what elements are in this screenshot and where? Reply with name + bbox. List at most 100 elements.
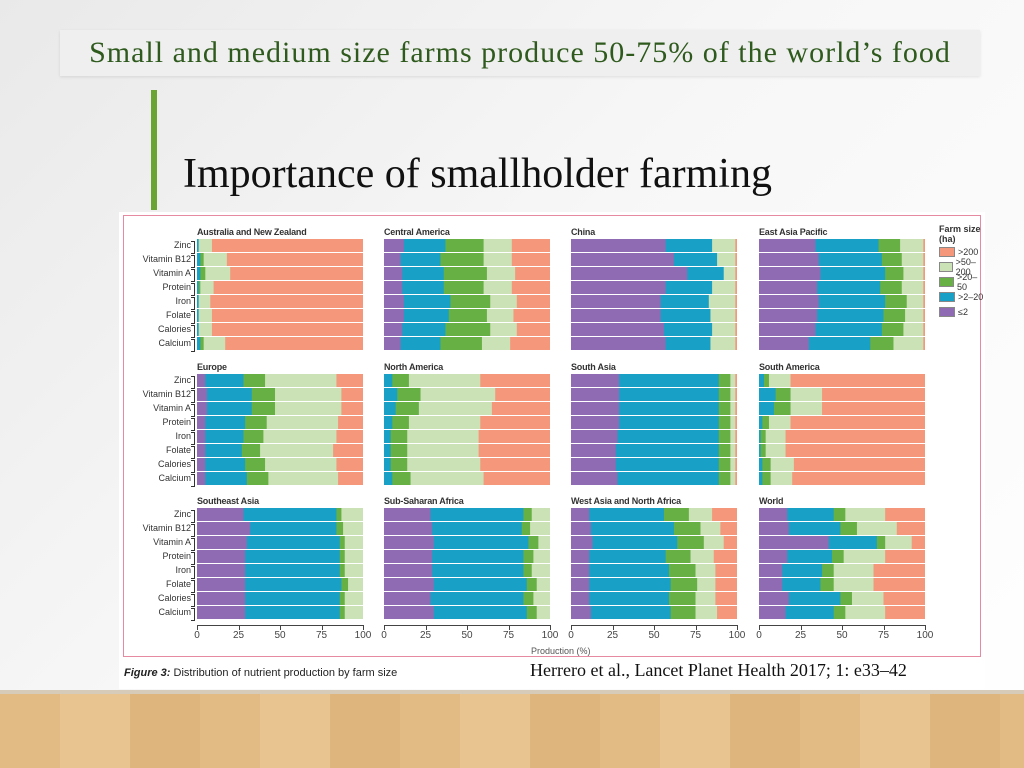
bar-segment-zinc <box>197 374 206 387</box>
legend-item: >200 <box>939 244 985 259</box>
bar-segment-folate <box>883 309 906 322</box>
bar-segment-zinc <box>790 374 925 387</box>
bar-segment-protein <box>880 281 903 294</box>
bar-segment-vitamin-b12 <box>384 522 433 535</box>
tick-label: 25 <box>794 630 807 641</box>
bar-segment-vitamin-a <box>251 402 276 415</box>
bar-segment-protein <box>408 416 481 429</box>
bar-segment-vitamin-b12 <box>197 253 201 266</box>
chart-panel: Europe <box>197 362 365 502</box>
chart-panel: East Asia Pacific <box>759 227 927 367</box>
bar-segment-iron <box>589 564 670 577</box>
bar-segment-calories <box>211 323 363 336</box>
bar-segment-zinc <box>571 239 667 252</box>
bar-segment-calories <box>407 458 481 471</box>
tick-mark <box>508 625 510 630</box>
bar-segment-protein <box>511 281 550 294</box>
bar-segment-protein <box>213 281 363 294</box>
bar-segment-calcium <box>759 337 810 350</box>
row-bracket <box>191 594 195 607</box>
bar-segment-folate <box>759 444 762 457</box>
row-bracket <box>191 376 195 389</box>
tick-label: 0 <box>756 630 762 641</box>
caption-text: Distribution of nutrient production by f… <box>173 667 398 679</box>
row-bracket <box>191 552 195 565</box>
tick-label: 25 <box>606 630 619 641</box>
bar-segment-zinc <box>523 508 533 521</box>
row-bracket <box>191 580 195 593</box>
bar-segment-protein <box>200 281 215 294</box>
bar-segment-calcium <box>510 337 550 350</box>
chart-panel: Southeast Asia <box>197 496 365 636</box>
bar-segment-calcium <box>617 472 720 485</box>
bar-segment-calories <box>490 323 518 336</box>
stacked-bar-plot <box>197 239 363 350</box>
bar-segment-calories <box>480 458 550 471</box>
row-label: Calories <box>157 459 191 469</box>
chart-panel: North America <box>384 362 552 502</box>
bar-segment-calories <box>759 592 790 605</box>
bar-segment-calcium <box>339 606 346 619</box>
bar-segment-calcium <box>200 337 205 350</box>
bar-segment-calories <box>265 458 337 471</box>
bar-segment-iron <box>197 295 200 308</box>
row-label: Folate <box>165 445 191 455</box>
bar-segment-vitamin-a <box>759 267 821 280</box>
bar-segment-iron <box>571 564 590 577</box>
stacked-bar-plot <box>197 374 363 485</box>
tick-label: 75 <box>689 630 702 641</box>
bar-segment-vitamin-a <box>515 267 550 280</box>
bar-segment-iron <box>571 295 662 308</box>
bar-segment-protein <box>712 281 736 294</box>
bar-segment-vitamin-b12 <box>759 388 777 401</box>
bar-segment-iron <box>873 564 925 577</box>
bar-segment-calories <box>516 323 550 336</box>
panel-title: West Asia and North Africa <box>571 496 681 506</box>
bar-segment-vitamin-a <box>230 267 363 280</box>
bar-segment-vitamin-a <box>384 536 435 549</box>
stacked-bar-plot <box>384 239 550 350</box>
chart-panel: Central America <box>384 227 552 367</box>
bar-segment-vitamin-b12 <box>203 253 228 266</box>
bar-segment-vitamin-b12 <box>226 253 363 266</box>
bar-segment-zinc <box>511 239 550 252</box>
bar-segment-folate <box>384 578 435 591</box>
bar-segment-calcium <box>536 606 550 619</box>
bar-segment-vitamin-a <box>735 402 737 415</box>
slide-title: Importance of smallholder farming <box>183 151 772 197</box>
bar-segment-calcium <box>735 472 737 485</box>
bar-segment-zinc <box>265 374 337 387</box>
stacked-bar-plot <box>571 508 737 619</box>
legend-item: ≤2 <box>939 304 985 319</box>
row-bracket <box>191 283 195 296</box>
bar-segment-zinc <box>787 508 835 521</box>
bar-segment-calories <box>851 592 884 605</box>
tick-mark <box>571 625 572 630</box>
bar-segment-vitamin-a <box>275 402 342 415</box>
bar-segment-calories <box>730 458 736 471</box>
row-label: Vitamin B12 <box>142 389 191 399</box>
bar-segment-folate <box>448 309 488 322</box>
tick-label: 50 <box>648 630 660 641</box>
bar-segment-zinc <box>531 508 550 521</box>
legend-label: >200 <box>958 246 979 257</box>
bar-segment-calcium <box>833 606 846 619</box>
bar-segment-vitamin-a <box>571 402 620 415</box>
bar-segment-calcium <box>400 337 441 350</box>
bar-segment-zinc <box>735 239 737 252</box>
bar-segment-vitamin-a <box>197 267 201 280</box>
bar-segment-iron <box>197 564 246 577</box>
bar-segment-zinc <box>923 239 925 252</box>
row-bracket <box>191 269 195 282</box>
bar-segment-folate <box>333 444 363 457</box>
bar-segment-vitamin-a <box>571 267 688 280</box>
bar-segment-folate <box>384 444 392 457</box>
bar-segment-calcium <box>526 606 538 619</box>
chart-legend: Farm size (ha) >200 >50–200 >20–50 >2–20 ≤2 <box>939 224 985 319</box>
bar-segment-vitamin-a <box>885 267 904 280</box>
bar-segment-iron <box>759 295 820 308</box>
bar-segment-protein <box>787 550 833 563</box>
bar-segment-vitamin-b12 <box>483 253 513 266</box>
bar-segment-vitamin-a <box>923 267 925 280</box>
figure-caption: Figure 3: Distribution of nutrient produ… <box>124 667 397 679</box>
